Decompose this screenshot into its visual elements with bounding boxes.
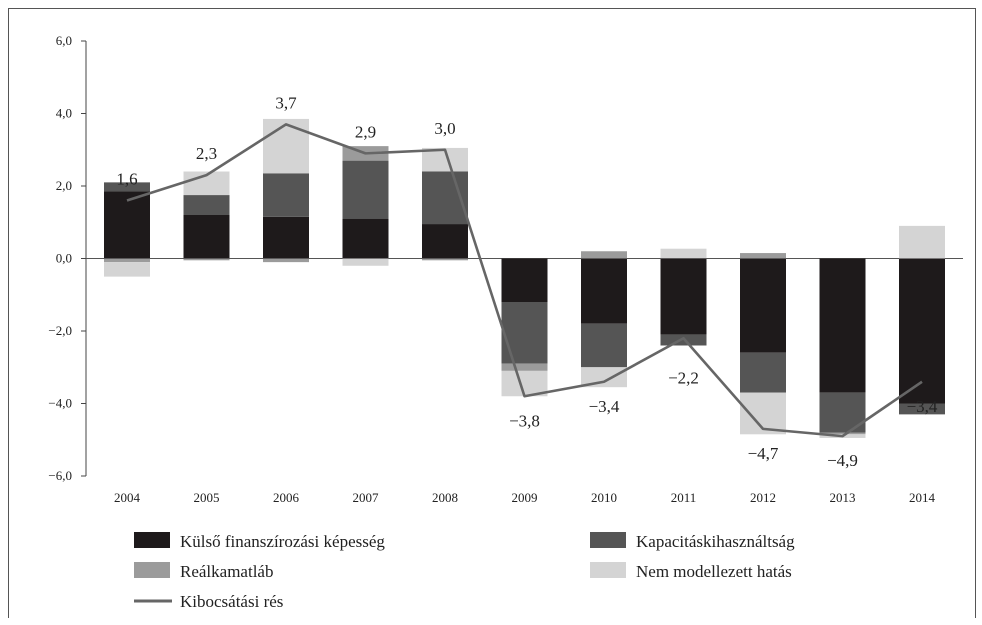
data-label: −3,8 [509, 411, 540, 430]
x-tick-label: 2010 [591, 490, 617, 505]
bar-segment-realkamatlab [183, 258, 230, 261]
x-tick-label: 2011 [671, 490, 697, 505]
chart-frame [8, 8, 976, 618]
data-label: 2,3 [196, 144, 217, 163]
bar-segment-realkamatlab [263, 258, 309, 263]
y-tick-label: −6,0 [48, 468, 72, 483]
bar-segment-kulso-finanszirozasi-kepesseg [899, 258, 945, 404]
bar-segment-kulso-finanszirozasi-kepesseg [104, 191, 150, 259]
x-tick-label: 2004 [114, 490, 141, 505]
data-label: −2,2 [668, 368, 699, 387]
y-tick-label: 6,0 [56, 33, 72, 48]
y-tick-label: −4,0 [48, 396, 72, 411]
bar-segment-realkamatlab [660, 257, 707, 259]
x-tick-label: 2006 [273, 490, 300, 505]
bar-segment-realkamatlab [422, 258, 468, 261]
bar-segment-kapacitaskihasznaltsag [342, 160, 389, 219]
x-tick-label: 2008 [432, 490, 458, 505]
legend-swatch-nem-modellezett-hatas [590, 562, 626, 578]
bar-segment-kulso-finanszirozasi-kepesseg [819, 258, 866, 393]
data-label: 1,6 [116, 170, 137, 189]
legend-label-nem-modellezett-hatas: Nem modellezett hatás [636, 562, 792, 581]
y-tick-label: −2,0 [48, 323, 72, 338]
line-series-kibocsatasi-res [126, 123, 923, 438]
bar-segment-kapacitaskihasznaltsag [501, 302, 548, 364]
bar-segment-kapacitaskihasznaltsag [263, 173, 309, 217]
legend-label-realkamatlab: Reálkamatláb [180, 562, 273, 581]
data-label: 3,7 [275, 93, 297, 112]
bar-segment-realkamatlab [501, 363, 548, 371]
data-label: −4,7 [748, 444, 779, 463]
bar-segment-kapacitaskihasznaltsag [183, 195, 230, 215]
bar-segment-nem-modellezett-hatas [581, 367, 627, 388]
bar-segment-nem-modellezett-hatas [342, 258, 389, 266]
x-tick-label: 2012 [750, 490, 776, 505]
bar-segment-kulso-finanszirozasi-kepesseg [263, 216, 309, 259]
bar-segment-realkamatlab [581, 251, 627, 259]
bar-segment-kulso-finanszirozasi-kepesseg [501, 258, 548, 302]
legend-swatch-realkamatlab [134, 562, 170, 578]
y-tick-label: 2,0 [56, 178, 72, 193]
x-tick-label: 2013 [830, 490, 856, 505]
x-tick-label: 2014 [909, 490, 936, 505]
data-label: −3,4 [589, 397, 620, 416]
data-label: 2,9 [355, 122, 376, 141]
legend-swatch-kapacitaskihasznaltsag [590, 532, 626, 548]
bar-segment-kulso-finanszirozasi-kepesseg [740, 258, 786, 353]
bar-segment-nem-modellezett-hatas [263, 118, 309, 174]
bar-segment-kapacitaskihasznaltsag [581, 323, 627, 368]
bar-segment-kapacitaskihasznaltsag [740, 352, 786, 393]
bar-segment-kapacitaskihasznaltsag [899, 403, 945, 415]
bar-segment-kulso-finanszirozasi-kepesseg [342, 218, 389, 259]
legend-label-kibocsatasi-res: Kibocsátási rés [180, 592, 283, 611]
bar-segment-kulso-finanszirozasi-kepesseg [660, 258, 707, 335]
bar-segment-kulso-finanszirozasi-kepesseg [581, 258, 627, 324]
y-tick-label: 0,0 [56, 251, 72, 266]
x-tick-label: 2005 [194, 490, 220, 505]
bar-segment-kapacitaskihasznaltsag [104, 182, 150, 192]
y-tick-label: 4,0 [56, 106, 72, 121]
bar-segment-realkamatlab [740, 253, 786, 259]
bar-segment-kulso-finanszirozasi-kepesseg [422, 224, 468, 259]
bar-segment-nem-modellezett-hatas [104, 262, 150, 277]
legend-label-kapacitaskihasznaltsag: Kapacitáskihasználtság [636, 532, 795, 551]
bar-segment-nem-modellezett-hatas [422, 147, 468, 172]
data-label: 3,0 [434, 119, 455, 138]
x-tick-label: 2009 [512, 490, 538, 505]
legend-swatch-kulso-finanszirozasi-kepesseg [134, 532, 170, 548]
bar-segment-realkamatlab [104, 258, 150, 263]
data-label: −4,9 [827, 451, 858, 470]
bar-segment-kulso-finanszirozasi-kepesseg [183, 215, 230, 259]
x-tick-label: 2007 [353, 490, 380, 505]
data-label: −3,4 [907, 397, 938, 416]
bar-segment-realkamatlab [819, 432, 866, 435]
legend-label-kulso-finanszirozasi-kepesseg: Külső finanszírozási képesség [180, 532, 385, 551]
bar-segment-nem-modellezett-hatas [660, 248, 707, 258]
bar-segment-nem-modellezett-hatas [899, 225, 945, 259]
bar-segment-nem-modellezett-hatas [183, 171, 230, 196]
